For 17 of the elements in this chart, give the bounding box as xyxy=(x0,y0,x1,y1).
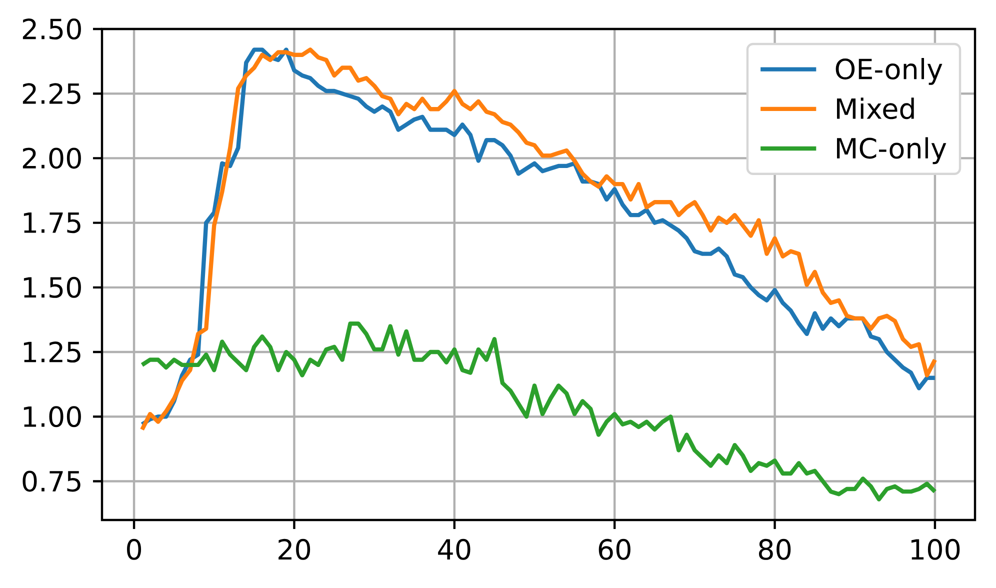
x-tick-label: 20 xyxy=(278,538,310,560)
x-tick-label: 100 xyxy=(911,538,960,560)
x-tick-label: 40 xyxy=(438,538,470,560)
y-tick-label: 1.25 xyxy=(24,342,80,363)
y-tick-label: 2.50 xyxy=(22,18,81,40)
y-tick-label: 2.00 xyxy=(22,148,81,169)
y-tick-label: 2.25 xyxy=(22,83,80,104)
x-tick-label: 0 xyxy=(127,538,142,560)
y-tick-label: 1.00 xyxy=(24,406,81,428)
y-tick-label: 1.50 xyxy=(24,276,81,298)
legend-label: MC-only xyxy=(836,137,946,164)
x-tick-label: 60 xyxy=(598,538,630,560)
y-tick-label: 0.75 xyxy=(22,470,80,492)
legend-label: OE-only xyxy=(836,58,942,85)
legend-label: Mixed xyxy=(836,98,914,120)
y-tick-label: 1.75 xyxy=(24,212,80,234)
x-tick-label: 80 xyxy=(758,538,791,560)
